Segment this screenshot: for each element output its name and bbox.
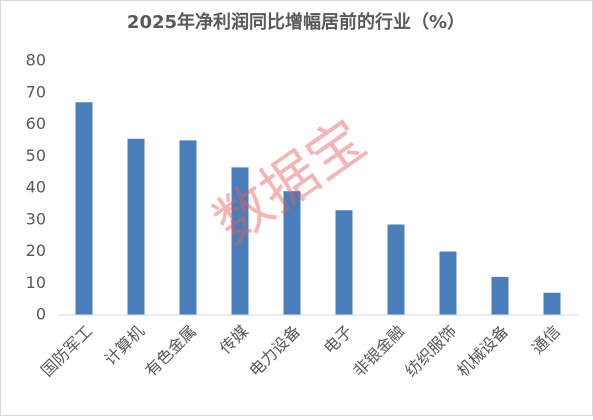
bar xyxy=(543,292,561,315)
bar xyxy=(127,138,145,315)
y-tick-label: 40 xyxy=(26,178,46,197)
y-tick-label: 70 xyxy=(26,82,46,101)
y-tick-label: 50 xyxy=(26,146,46,165)
bar xyxy=(75,102,93,316)
y-tick-label: 60 xyxy=(26,114,46,133)
bar xyxy=(491,276,509,315)
chart-title: 2025年净利润同比增幅居前的行业（%） xyxy=(127,11,465,33)
y-tick-label: 20 xyxy=(26,241,46,260)
bar xyxy=(179,140,197,315)
y-tick-label: 30 xyxy=(26,209,46,228)
bar xyxy=(231,167,249,315)
bar xyxy=(439,251,457,315)
bar xyxy=(335,210,353,315)
bar xyxy=(283,191,301,315)
y-tick-label: 0 xyxy=(36,305,46,324)
bar xyxy=(387,224,405,315)
y-tick-label: 10 xyxy=(26,273,46,292)
y-tick-label: 80 xyxy=(26,51,46,70)
